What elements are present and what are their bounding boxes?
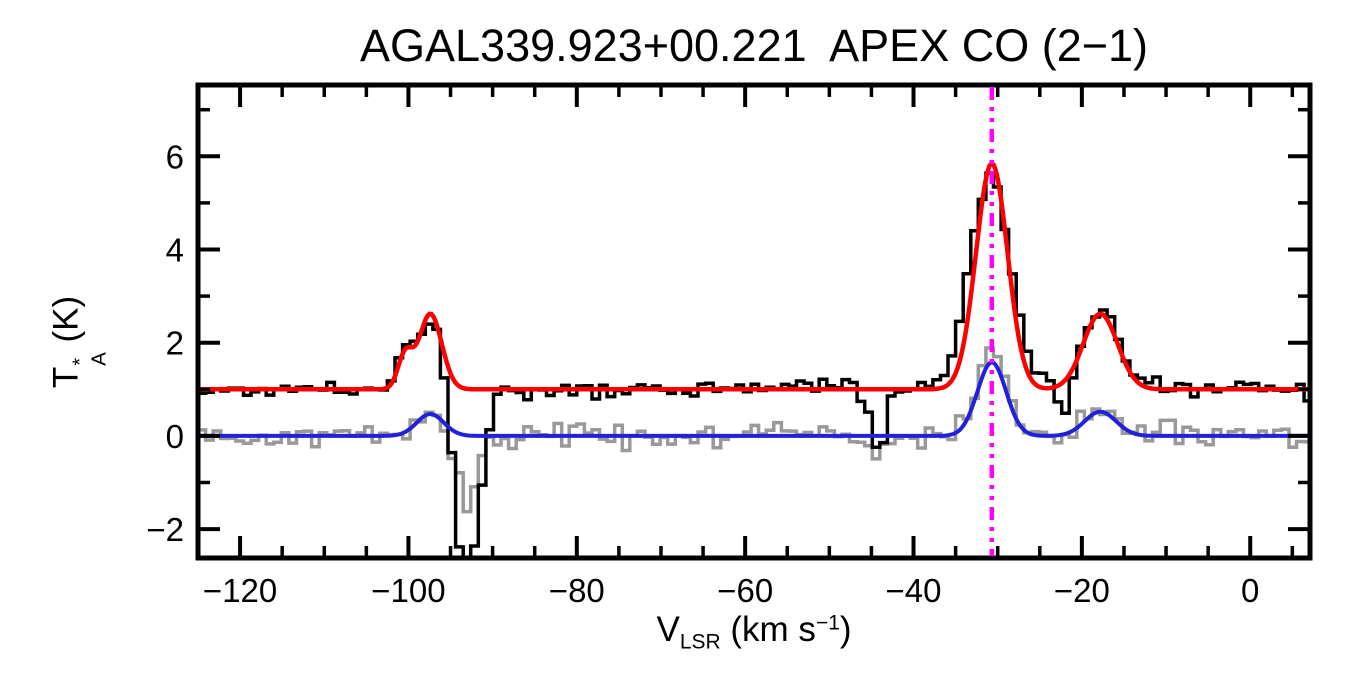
x-axis-label-close: ) [839,610,852,649]
axes-frame [195,82,1313,561]
x-axis-label-sub: LSR [679,630,721,654]
y-tick-label: 0 [166,418,184,455]
x-tick-label: 0 [1241,572,1259,609]
x-axis-label-base: V [656,610,680,649]
observed-spectrum-offset [200,171,1308,556]
x-tick-label: −80 [549,572,605,609]
second-spectrum [200,346,1308,514]
y-tick-label: 4 [166,232,184,269]
y-tick-label: 2 [166,325,184,362]
x-axis-label-unit: (km s [720,610,816,649]
x-tick-label: −40 [886,572,942,609]
x-tick-label: −60 [717,572,773,609]
x-tick-label: −120 [203,572,277,609]
y-axis-label-scripts: * A [68,352,111,366]
y-axis-label-base: T [46,366,86,389]
y-tick-label: 6 [166,138,184,175]
x-axis-label-exp: −1 [815,611,840,635]
x-tick-label: −20 [1054,572,1110,609]
y-axis-label-unit: (K) [46,295,86,353]
x-tick-label: −100 [371,572,445,609]
spectrum-curves [200,160,1308,556]
gauss-fit [200,360,1308,438]
y-tick-label: −2 [146,511,184,548]
y-axis-label-sub: A [88,352,111,366]
gauss-fit-offset [200,160,1308,392]
x-axis-label: VLSR (km s−1) [198,610,1310,654]
plot-title: AGAL339.923+00.221 APEX CO (2−1) [359,20,1149,71]
y-axis-label: T * A (K) [46,295,111,389]
y-axis-label-sup: * [68,357,91,366]
